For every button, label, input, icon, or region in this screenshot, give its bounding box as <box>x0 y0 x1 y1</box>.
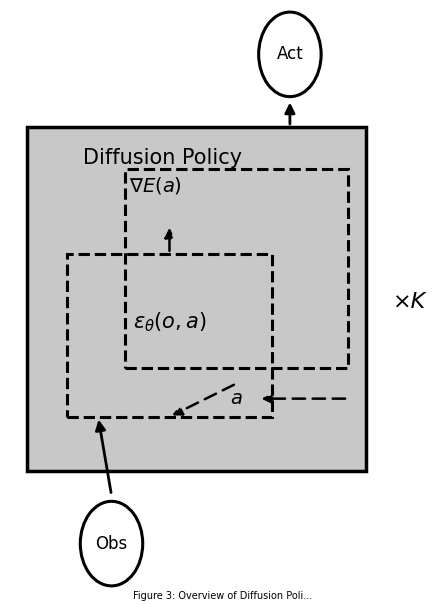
Text: Figure 3: Overview of Diffusion Poli...: Figure 3: Overview of Diffusion Poli... <box>133 591 313 601</box>
Bar <box>27 127 366 471</box>
Circle shape <box>80 501 143 586</box>
Text: Diffusion Policy: Diffusion Policy <box>83 148 242 168</box>
Text: Obs: Obs <box>95 535 128 553</box>
Bar <box>125 169 348 368</box>
Text: $a$: $a$ <box>230 389 243 408</box>
Text: Act: Act <box>277 45 303 63</box>
Text: $\nabla E(a)$: $\nabla E(a)$ <box>129 175 182 196</box>
Text: $\epsilon_{\theta}(o, a)$: $\epsilon_{\theta}(o, a)$ <box>132 310 206 334</box>
Bar <box>67 254 272 417</box>
Circle shape <box>259 12 321 97</box>
Text: ×K: ×K <box>392 292 426 312</box>
